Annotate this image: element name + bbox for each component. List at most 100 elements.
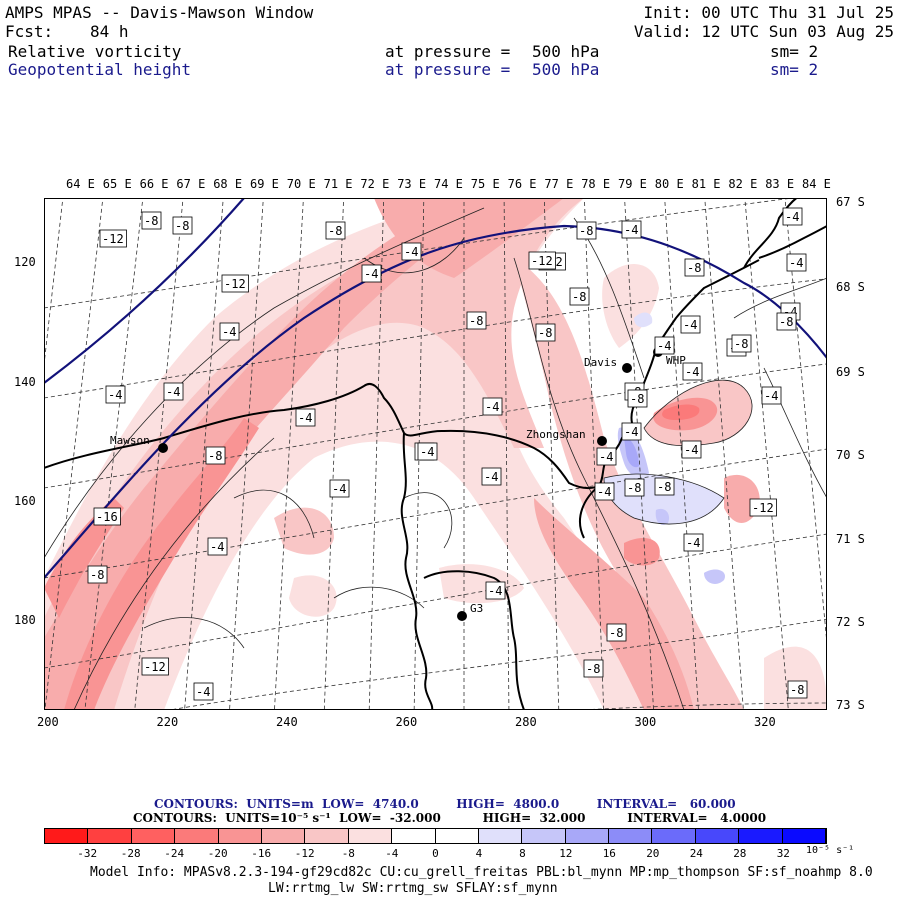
station-dot-davis [622, 363, 632, 373]
forecast-label: Fcst: [5, 22, 54, 41]
latitude-label: 72 S [836, 615, 865, 629]
init-time: Init: 00 UTC Thu 31 Jul 25 [643, 3, 894, 22]
svg-text:-8: -8 [586, 662, 600, 676]
longitude-label: 76 E [507, 177, 537, 191]
contour-value-label: -4 [329, 479, 350, 498]
station-label-mawson: Mawson [110, 434, 150, 447]
colorbar-tick-label: -16 [251, 847, 272, 860]
contour-value-label: -8 [606, 623, 627, 642]
station-label-g3: G3 [470, 602, 483, 615]
contour-value-label: -4 [594, 482, 615, 501]
svg-text:-4: -4 [166, 385, 180, 399]
colorbar-swatch [652, 829, 696, 843]
colorbar-tick-label: 32 [776, 847, 790, 860]
contour-value-label: -4 [596, 447, 617, 466]
svg-text:-4: -4 [332, 482, 346, 496]
colorbar-swatch [88, 829, 132, 843]
svg-text:-12: -12 [752, 501, 774, 515]
colorbar-swatch [392, 829, 436, 843]
contour-value-label: -4 [485, 581, 506, 600]
svg-text:-4: -4 [485, 400, 499, 414]
latitude-label: 73 S [836, 698, 865, 712]
colorbar-tick-label: -28 [120, 847, 141, 860]
model-info-physics: LW:rrtmg_lw SW:rrtmg_sw SFLAY:sf_mynn [268, 881, 558, 896]
longitude-label: 79 E [618, 177, 647, 191]
colorbar-swatch [175, 829, 219, 843]
contour-value-label: -4 [482, 397, 503, 416]
colorbar-swatch [305, 829, 349, 843]
vorticity-map: Mawson Davis WHP Zhongshan G3 -12-8 -8 -8-… [44, 198, 827, 710]
longitude-label: 83 E [765, 177, 795, 191]
svg-text:-4: -4 [404, 245, 418, 259]
contour-value-label: -8 [627, 389, 648, 408]
colorbar-tick-label: -4 [385, 847, 399, 860]
latitude-label: 69 S [836, 365, 865, 379]
svg-text:-4: -4 [764, 389, 778, 403]
colorbar-swatch [522, 829, 566, 843]
colorbar-swatch [348, 829, 393, 843]
vorticity-contour-legend: CONTOURS: UNITS=10⁻⁵ s⁻¹ LOW= -32.000 HI… [133, 811, 767, 825]
contour-value-label: -8 [776, 312, 797, 331]
svg-text:-4: -4 [785, 210, 799, 224]
field-1-name: Relative vorticity [8, 42, 182, 61]
x-grid-tick: 320 [754, 715, 776, 729]
longitude-label: 64 E [66, 177, 95, 191]
longitude-label: 80 E [654, 177, 684, 191]
field-2-pressure: 500 hPa [532, 60, 600, 79]
x-grid-tick: 220 [156, 715, 179, 729]
colorbar-swatch [695, 829, 740, 843]
colorbar-tick-label: -24 [164, 847, 185, 860]
x-grid-tick: 280 [515, 715, 537, 729]
contour-value-label: -4 [682, 362, 703, 381]
longitude-label: 84 E [802, 177, 831, 191]
field-1-pressure-label: at pressure = [385, 42, 511, 61]
contour-value-label: -12 [528, 251, 556, 270]
svg-text:-16: -16 [96, 510, 118, 524]
svg-text:-4: -4 [685, 365, 699, 379]
contour-value-label: -4 [782, 207, 803, 226]
station-dot-g3 [457, 611, 467, 621]
colorbar-tick-label: -32 [77, 847, 98, 860]
y-grid-tick: 120 [14, 255, 36, 269]
svg-text:-8: -8 [144, 214, 158, 228]
contour-value-label: -8 [172, 216, 193, 235]
colorbar-tick-label: 28 [733, 847, 747, 860]
svg-text:-4: -4 [599, 450, 613, 464]
contour-value-label: -4 [654, 336, 675, 355]
field-1-smoothing: sm= 2 [770, 42, 819, 61]
svg-text:-8: -8 [469, 314, 483, 328]
contour-value-label: -4 [219, 322, 240, 341]
colorbar-tick-label: 20 [646, 847, 660, 860]
svg-text:-4: -4 [364, 267, 378, 281]
geopotential-contour-legend: CONTOURS: UNITS=m LOW= 4740.0 HIGH= 4800… [154, 797, 736, 811]
station-label-whp: WHP [666, 354, 686, 367]
contour-value-label: -8 [87, 565, 108, 584]
colorbar-tick-label: -12 [294, 847, 315, 860]
contour-value-label: -8 [583, 659, 604, 678]
colorbar-swatch [782, 829, 827, 843]
contour-value-label: -4 [417, 442, 438, 461]
svg-text:-8: -8 [627, 481, 641, 495]
svg-text:-8: -8 [630, 392, 644, 406]
longitude-label: 69 E [250, 177, 279, 191]
svg-text:-8: -8 [538, 326, 552, 340]
contour-value-label: -4 [207, 537, 228, 556]
contour-value-label: -8 [684, 258, 705, 277]
latitude-label: 67 S [836, 195, 865, 209]
longitude-label: 68 E [213, 177, 243, 191]
contour-value-label: -4 [361, 264, 382, 283]
svg-text:-4: -4 [210, 540, 224, 554]
field-2-smoothing: sm= 2 [770, 60, 819, 79]
latitude-label: 71 S [836, 532, 865, 546]
contour-value-label: -8 [569, 287, 590, 306]
x-grid-tick: 240 [276, 715, 298, 729]
colorbar-tick-label: 24 [689, 847, 703, 860]
longitude-label: 71 E [323, 177, 353, 191]
contour-value-label: -12 [749, 498, 777, 517]
contour-value-label: -8 [624, 478, 645, 497]
contour-value-label: -8 [576, 221, 597, 240]
svg-text:-12: -12 [531, 254, 553, 268]
svg-text:-4: -4 [108, 388, 122, 402]
contour-value-labels: -12 -8 -8 -8 -4 -4 -8 -12 -4 -4 -4 -4 -8 -4 -8 -4 -12 -8 -… [87, 207, 808, 701]
svg-text:-4: -4 [597, 485, 611, 499]
